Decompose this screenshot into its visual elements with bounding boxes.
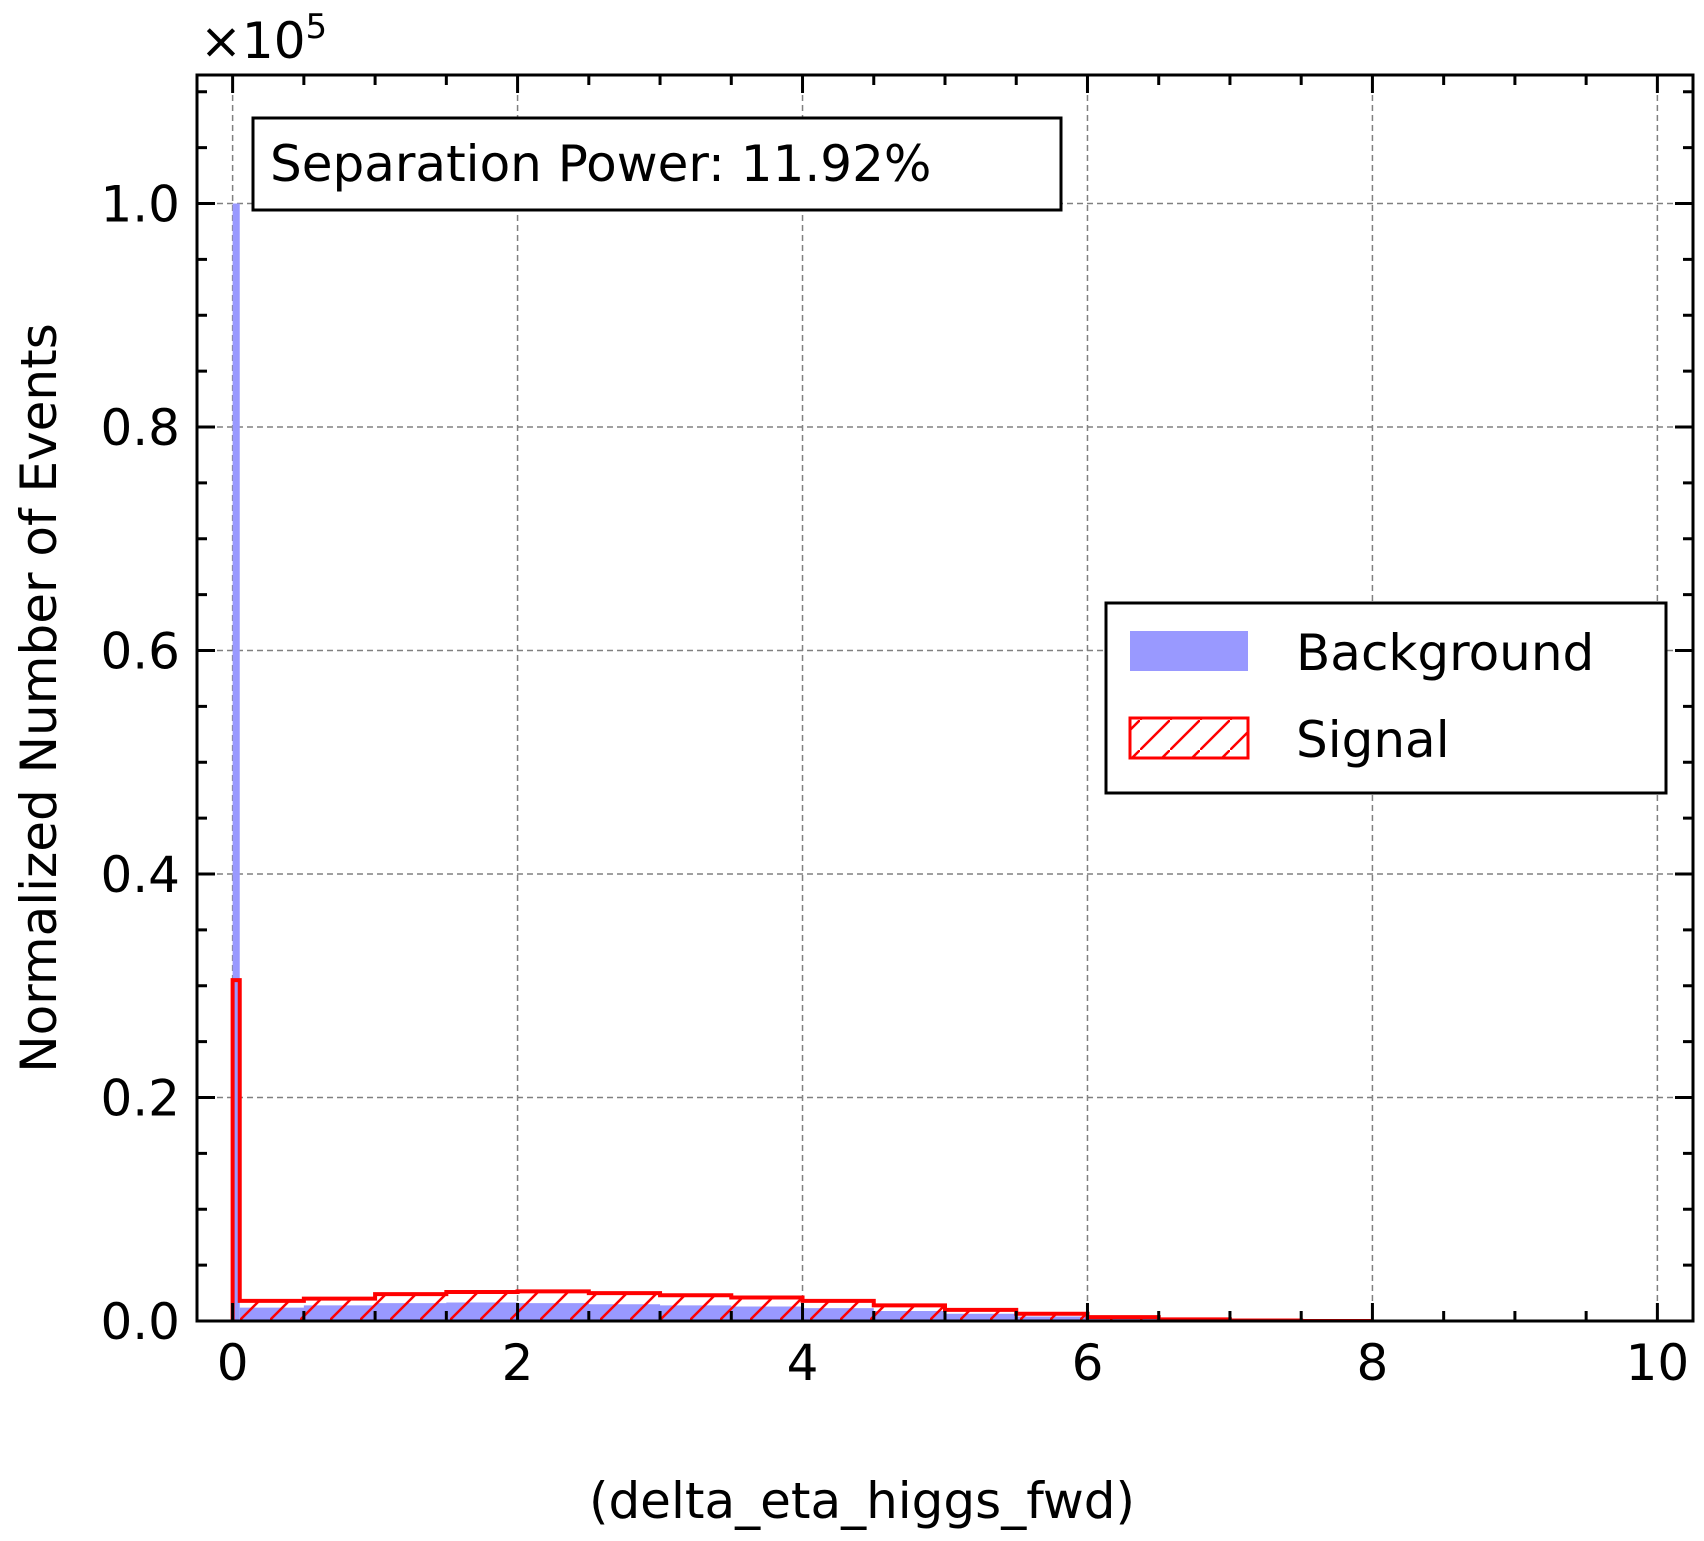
y-tick-label: 0.4 <box>100 846 180 904</box>
axis-ticks <box>197 75 1693 1323</box>
x-tick-label: 0 <box>217 1334 249 1392</box>
y-multiplier-label: ×105 <box>200 7 327 70</box>
separation-power-annotation: Separation Power: 11.92% <box>251 116 1063 212</box>
y-tick-label: 0.0 <box>100 1293 180 1351</box>
signal-continuum-hatch <box>239 1291 1373 1321</box>
legend-background-swatch <box>1130 631 1248 671</box>
x-tick-label: 8 <box>1357 1334 1389 1392</box>
y-tick-label: 0.6 <box>100 623 180 681</box>
y-tick-label: 0.8 <box>100 399 180 457</box>
x-tick-labels: 0 2 4 6 8 10 <box>217 1334 1689 1392</box>
y-axis-label: Normalized Number of Events <box>10 323 68 1073</box>
legend-signal-swatch <box>1128 716 1250 760</box>
background-spike-bar <box>232 203 240 1321</box>
x-tick-label: 10 <box>1626 1334 1690 1392</box>
legend-signal-label: Signal <box>1296 711 1450 769</box>
y-tick-label: 1.0 <box>100 176 180 234</box>
x-tick-label: 4 <box>787 1334 819 1392</box>
legend-background-label: Background <box>1296 624 1594 682</box>
y-tick-labels: 0.0 0.2 0.4 0.6 0.8 1.0 <box>100 176 180 1351</box>
x-axis-label: (delta_eta_higgs_fwd) <box>589 1472 1135 1530</box>
separation-power-text: Separation Power: 11.92% <box>270 135 931 193</box>
x-tick-label: 6 <box>1072 1334 1104 1392</box>
x-tick-label: 2 <box>502 1334 534 1392</box>
y-tick-label: 0.2 <box>100 1070 180 1128</box>
legend: Background Signal <box>1104 601 1668 795</box>
